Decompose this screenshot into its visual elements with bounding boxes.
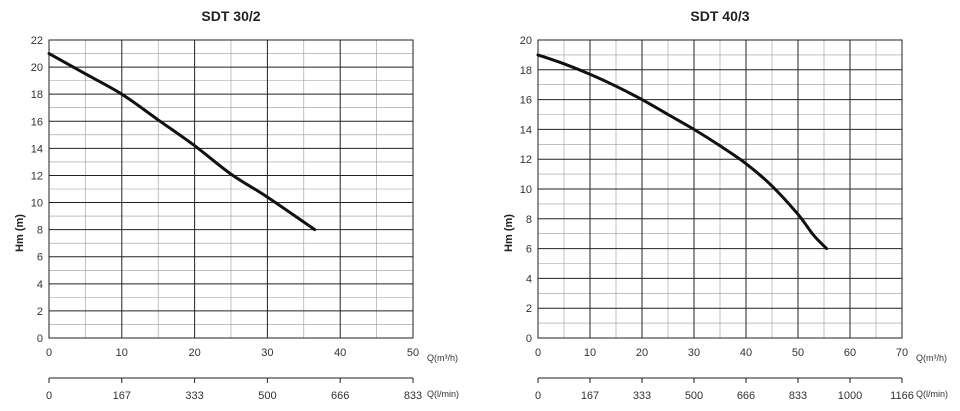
chart-title: SDT 30/2 [201,8,260,24]
x-tick-label: 20 [636,347,648,359]
y-tick-label: 20 [31,62,43,74]
plot-frame [537,39,903,339]
secondary-x-tick-label: 167 [581,390,599,402]
x-tick-label: 50 [792,347,804,359]
y-tick-label: 4 [37,279,43,291]
secondary-x-tick-label: 666 [331,390,349,402]
y-tick-label: 14 [520,124,532,136]
secondary-x-tick-label: 0 [46,390,52,402]
x-tick-label: 70 [896,347,908,359]
x-axis-label: Q(m³/h) [916,353,947,363]
x-tick-label: 50 [407,347,419,359]
x-tick-label: 0 [46,347,52,359]
y-tick-label: 18 [31,89,43,101]
y-tick-label: 8 [526,214,532,226]
y-tick-label: 10 [31,198,43,210]
secondary-x-tick-label: 0 [535,390,541,402]
x-tick-label: 40 [334,347,346,359]
y-tick-label: 6 [37,252,43,264]
y-tick-label: 4 [526,273,532,285]
secondary-x-axis-label: Q(l/min) [916,389,948,399]
chart-sdt-40-3: 0 10 20 30 40 50 60 70 0 2 4 6 8 10 12 14 16 18 20 SDT 40/3… [503,8,948,402]
y-tick-label: 16 [31,116,43,128]
performance-curve [47,52,317,232]
y-tick-label: 18 [520,65,532,77]
y-tick-label: 16 [520,95,532,107]
y-tick-label: 20 [520,35,532,47]
chart-title: SDT 40/3 [690,8,749,24]
y-tick-label: 0 [526,333,532,345]
y-axis-label: Hm (m) [503,214,515,252]
y-tick-label: 2 [526,303,532,315]
performance-curve [536,53,829,251]
x-tick-label: 60 [844,347,856,359]
secondary-x-tick-label: 167 [113,390,131,402]
x-tick-label: 30 [261,347,273,359]
x-tick-label: 30 [688,347,700,359]
x-tick-label: 10 [584,347,596,359]
x-axis-label: Q(m³/h) [427,353,458,363]
secondary-x-tick-label: 1000 [838,390,862,402]
x-tick-label: 40 [740,347,752,359]
y-tick-label: 12 [520,154,532,166]
y-tick-label: 2 [37,306,43,318]
y-tick-label: 0 [37,333,43,345]
secondary-x-axis-label: Q(l/min) [427,389,459,399]
secondary-x-tick-label: 833 [789,390,807,402]
y-tick-label: 22 [31,35,43,47]
secondary-x-tick-label: 333 [633,390,651,402]
secondary-x-tick-label: 500 [258,390,276,402]
y-tick-label: 12 [31,170,43,182]
x-tick-label: 20 [188,347,200,359]
x-tick-label: 10 [116,347,128,359]
y-tick-label: 14 [31,143,43,155]
secondary-x-tick-label: 1166 [890,390,914,402]
y-axis-label: Hm (m) [14,214,26,252]
y-tick-label: 10 [520,184,532,196]
secondary-x-tick-label: 500 [685,390,703,402]
y-tick-label: 6 [526,244,532,256]
secondary-x-tick-label: 833 [404,390,422,402]
y-tick-label: 8 [37,225,43,237]
x-tick-label: 0 [535,347,541,359]
plot-frame [48,39,414,339]
secondary-x-tick-label: 333 [185,390,203,402]
secondary-x-tick-label: 666 [737,390,755,402]
